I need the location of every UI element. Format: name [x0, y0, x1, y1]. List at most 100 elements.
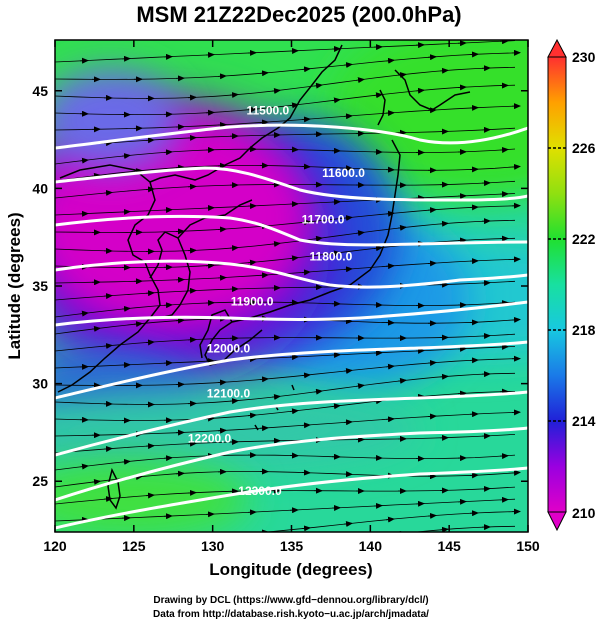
wind-arrow	[355, 77, 365, 84]
streamline	[55, 346, 516, 369]
wind-arrow	[205, 415, 215, 422]
contour-label: 11600.0	[322, 166, 365, 180]
colorbar-ticks: 210 214 218 222 226 230	[548, 49, 596, 521]
wind-arrow	[103, 496, 113, 503]
colorbar-tick-label: 214	[572, 413, 596, 429]
wind-arrow	[457, 237, 467, 244]
wind-arrow	[355, 383, 365, 390]
wind-arrow	[343, 367, 353, 374]
wind-arrow	[229, 92, 239, 99]
wind-arrow	[313, 388, 323, 395]
streamline	[262, 511, 516, 532]
wind-arrow	[163, 302, 173, 309]
x-axis-title: Longitude (degrees)	[209, 560, 372, 579]
credit-line-2: Data from http://database.rish.kyoto−u.a…	[153, 609, 429, 620]
wind-arrow	[103, 189, 113, 196]
wind-arrow	[427, 413, 437, 420]
streamline	[55, 84, 516, 116]
wind-arrow	[511, 316, 521, 323]
wind-arrow	[271, 393, 281, 400]
streamline	[55, 498, 516, 522]
wind-arrow	[373, 245, 383, 252]
wind-arrow	[272, 549, 280, 550]
wind-arrow	[427, 260, 437, 267]
y-tick-label: 30	[32, 376, 48, 392]
streamline	[55, 193, 516, 216]
wind-arrow	[133, 321, 143, 328]
wind-arrow	[230, 554, 238, 555]
wind-arrow	[103, 293, 113, 300]
wind-arrow	[79, 310, 89, 317]
colorbar-tick-label: 230	[572, 49, 596, 65]
wind-arrow	[103, 343, 113, 349]
wind-arrow	[289, 408, 299, 415]
wind-arrow	[301, 116, 311, 123]
wind-arrow	[499, 453, 509, 460]
wind-arrow	[289, 255, 299, 262]
streamline	[55, 66, 516, 99]
wind-arrow	[271, 87, 281, 94]
y-tick-label: 45	[32, 83, 48, 99]
wind-arrow	[314, 544, 322, 545]
colorbar-tick-label: 210	[572, 505, 596, 521]
wind-arrow	[385, 416, 395, 423]
streamline	[55, 454, 516, 471]
wind-arrow	[331, 250, 341, 257]
wind-arrow	[217, 427, 227, 434]
wind-arrow	[121, 458, 131, 465]
wind-arrow	[175, 164, 185, 171]
wind-arrow	[145, 137, 155, 144]
wind-arrow	[399, 530, 407, 532]
streamline	[55, 358, 516, 386]
x-tick-label: 150	[516, 538, 540, 554]
wind-arrow	[511, 163, 521, 170]
streamline	[55, 301, 516, 318]
wind-arrow	[259, 119, 269, 126]
wind-arrow	[91, 325, 101, 332]
wind-arrow	[247, 259, 257, 266]
wind-arrow	[415, 87, 425, 94]
wind-arrow	[301, 269, 311, 276]
y-tick-label: 25	[32, 473, 48, 489]
streamline	[55, 333, 516, 352]
streamline	[413, 525, 516, 532]
y-tick-label: 35	[32, 278, 48, 294]
wind-arrow	[145, 339, 155, 346]
x-tick-label: 120	[43, 538, 67, 554]
colorbar-top-arrow	[547, 38, 567, 58]
wind-arrow	[229, 245, 239, 252]
wind-arrow	[331, 403, 341, 410]
y-axis-title: Latitude (degrees)	[5, 212, 24, 359]
wind-arrow	[175, 470, 185, 477]
contour-label: 12300.0	[238, 484, 282, 498]
contour-label: 11900.0	[231, 295, 274, 309]
wind-arrow	[145, 492, 155, 499]
wind-arrow	[457, 390, 467, 397]
wind-arrow	[91, 172, 101, 179]
wind-arrow	[247, 412, 257, 419]
wind-arrow	[427, 359, 437, 366]
wind-arrow	[175, 317, 185, 324]
colorbar-gradient	[547, 56, 567, 513]
wind-arrow	[313, 235, 323, 242]
wind-arrow	[121, 153, 131, 159]
wind-arrow	[343, 266, 353, 273]
streamline	[55, 127, 516, 148]
streamline	[55, 391, 516, 421]
contour-label: 11500.0	[246, 103, 289, 117]
wind-arrow	[511, 469, 521, 476]
wind-arrow	[301, 422, 311, 429]
wind-arrow	[385, 110, 395, 117]
credit-line-1: Drawing by DCL (https://www.gfd−dennou.o…	[153, 595, 428, 606]
wind-arrow	[91, 478, 101, 485]
streamline	[55, 434, 516, 454]
contour-label: 11700.0	[302, 213, 345, 227]
wind-arrow	[343, 520, 353, 527]
wind-arrow	[355, 230, 365, 237]
wind-arrow	[217, 379, 227, 386]
wind-arrow	[397, 224, 407, 231]
streamline	[55, 105, 516, 131]
wind-arrow	[229, 398, 239, 405]
wind-arrow	[439, 526, 449, 532]
